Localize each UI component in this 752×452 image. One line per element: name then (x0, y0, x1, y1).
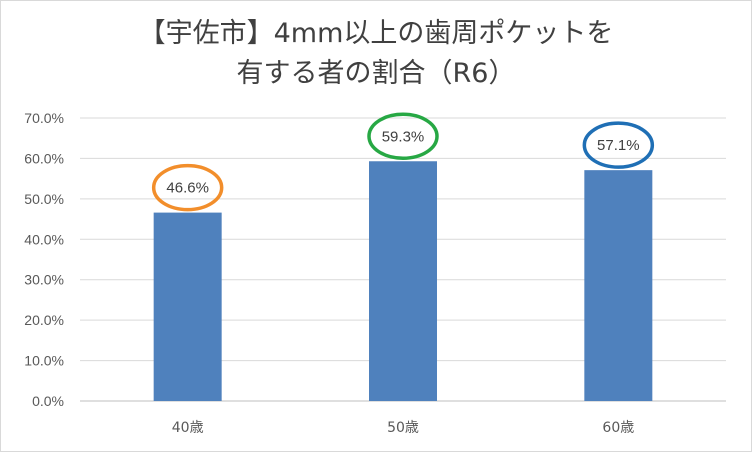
category-label: 40歳 (172, 420, 204, 436)
chart-title-line-2: 有する者の割合（R6） (236, 58, 516, 89)
chart-title: 【宇佐市】4mm以上の歯周ポケットを 有する者の割合（R6） (0, 14, 752, 94)
highlight-ellipse (582, 121, 655, 169)
data-label: 57.1% (597, 137, 640, 154)
highlight-ellipse (367, 112, 439, 161)
y-tick-label: 70.0% (24, 110, 64, 126)
chart-title-line-1: 【宇佐市】4mm以上の歯周ポケットを (138, 18, 614, 49)
bar (369, 161, 437, 401)
y-tick-label: 30.0% (24, 272, 64, 288)
category-label: 50歳 (387, 420, 419, 436)
data-label: 46.6% (166, 180, 209, 197)
highlight-ellipse (151, 163, 224, 212)
y-tick-label: 10.0% (24, 353, 64, 369)
y-tick-label: 40.0% (24, 231, 64, 247)
y-tick-label: 50.0% (24, 191, 64, 207)
y-tick-label: 20.0% (24, 312, 64, 328)
category-label: 60歳 (602, 420, 634, 436)
bar (153, 212, 222, 401)
bar (584, 170, 653, 401)
y-tick-label: 0.0% (32, 393, 64, 409)
data-label: 59.3% (382, 128, 425, 145)
y-tick-label: 60.0% (24, 150, 64, 166)
